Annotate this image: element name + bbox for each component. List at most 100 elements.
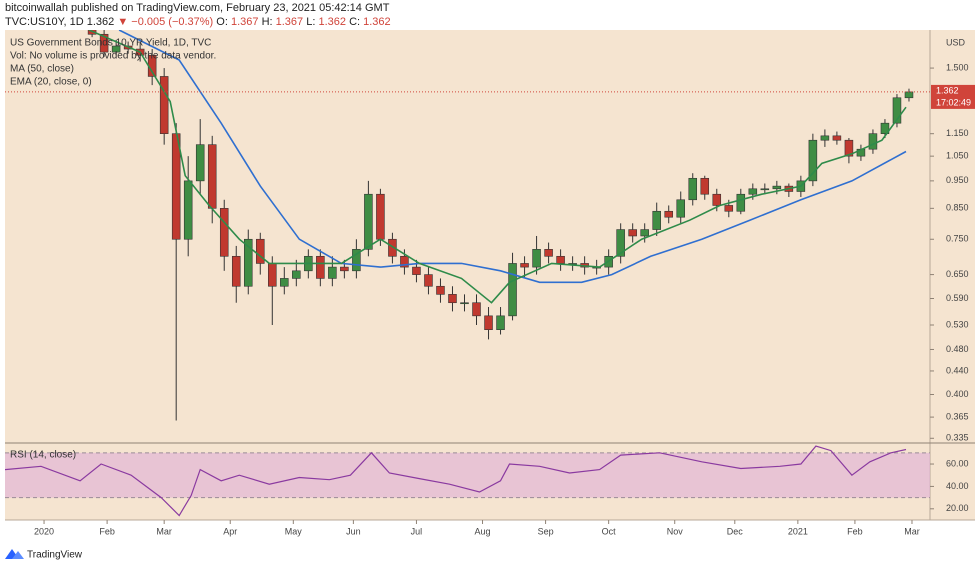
plot-background xyxy=(5,30,975,520)
candle-body xyxy=(772,185,782,190)
y-tick-label: 0.365 xyxy=(946,411,969,421)
y-tick-label: 0.750 xyxy=(946,234,969,244)
x-tick-label: Feb xyxy=(847,526,863,536)
x-tick-label: Mar xyxy=(156,526,172,536)
candle-body xyxy=(171,133,181,240)
candle-body xyxy=(724,205,734,212)
publisher-line: bitcoinwallah published on TradingView.c… xyxy=(5,2,390,14)
x-tick-label: Jun xyxy=(346,526,361,536)
legend-ma: MA (50, close) xyxy=(10,64,74,75)
candle-body xyxy=(111,45,121,53)
candle-body xyxy=(340,266,349,272)
candle-body xyxy=(808,139,818,182)
main-pane xyxy=(5,30,930,421)
candle-body xyxy=(364,193,373,250)
candle-body xyxy=(448,294,457,304)
chart-title: US Government Bonds 10 YR Yield, 1D, TVC xyxy=(10,38,211,49)
candle-body xyxy=(832,135,842,141)
ohlc-value: 1.362 xyxy=(318,16,346,28)
x-tick-label: Aug xyxy=(475,526,491,536)
candle-body xyxy=(243,238,253,287)
candle-body xyxy=(892,97,902,124)
volume-note: Vol: No volume is provided by the data v… xyxy=(10,51,216,62)
ohlc-label: H: xyxy=(262,16,273,28)
candle-body xyxy=(183,180,193,240)
brand-icon xyxy=(12,551,24,559)
y-tick-label: 0.950 xyxy=(946,175,969,185)
candle-body xyxy=(544,249,553,257)
x-tick-label: May xyxy=(285,526,303,536)
y-tick-label: 0.530 xyxy=(946,319,969,329)
y-tick-label: 60.00 xyxy=(946,458,969,468)
candle-body xyxy=(628,229,637,237)
candle-body xyxy=(700,177,710,195)
y-tick-label: 0.335 xyxy=(946,433,969,443)
x-tick-label: Oct xyxy=(602,526,617,536)
candle-body xyxy=(256,238,265,264)
candle-body xyxy=(616,229,625,257)
symbol-line: TVC:US10Y, 1D 1.362 ▼ −0.005 (−0.37%) O:… xyxy=(5,16,391,28)
rsi-line xyxy=(5,445,907,517)
candle-body xyxy=(424,274,433,287)
y-tick-label: 1.150 xyxy=(946,128,969,138)
candle-body xyxy=(316,255,325,279)
candle-body xyxy=(748,188,758,195)
candle-body xyxy=(736,193,746,212)
x-tick-label: Dec xyxy=(727,526,744,536)
candle-body xyxy=(844,139,854,157)
candle-body xyxy=(472,302,481,317)
candle-body xyxy=(652,210,661,230)
ohlc-label: C: xyxy=(349,16,360,28)
candle-body xyxy=(904,91,914,99)
last-price-label: 1.362 xyxy=(936,85,959,95)
candle-body xyxy=(664,210,673,218)
candle-body xyxy=(195,144,205,182)
ohlc-value: 1.367 xyxy=(276,16,304,28)
x-tick-label: Apr xyxy=(223,526,237,536)
brand-name: TradingView xyxy=(27,550,83,561)
candle-body xyxy=(676,199,685,218)
candle-body xyxy=(328,266,337,279)
ohlc-label: O: xyxy=(216,16,228,28)
candle-body xyxy=(520,263,529,268)
candle-body xyxy=(231,255,241,287)
y-tick-label: 0.400 xyxy=(946,389,969,399)
y-tick-label: 40.00 xyxy=(946,481,969,491)
ohlc-value: 1.362 xyxy=(363,16,391,28)
brand: TradingView xyxy=(5,549,83,561)
x-tick-label: Sep xyxy=(538,526,554,536)
candle-body xyxy=(292,270,301,279)
symbol: TVC:US10Y, 1D xyxy=(5,16,84,28)
candle-body xyxy=(508,263,517,317)
y-tick-label: 0.480 xyxy=(946,344,969,354)
rsi-title: RSI (14, close) xyxy=(10,450,76,461)
candle-body xyxy=(688,177,698,201)
x-tick-label: 2021 xyxy=(788,526,808,536)
y-tick-label: 0.440 xyxy=(946,365,969,375)
last-value: 1.362 xyxy=(87,16,115,28)
y-tick-label: 0.850 xyxy=(946,203,969,213)
y-tick-label: 0.650 xyxy=(946,269,969,279)
candle-body xyxy=(207,144,217,209)
rsi-band xyxy=(5,452,930,498)
candle-body xyxy=(436,285,445,295)
candle-body xyxy=(712,193,722,206)
x-tick-label: Nov xyxy=(667,526,684,536)
rsi-pane xyxy=(5,445,930,517)
x-tick-label: Jul xyxy=(411,526,423,536)
y-tick-label: 1.500 xyxy=(946,62,969,72)
candle-body xyxy=(868,133,878,150)
candle-body xyxy=(760,188,770,191)
candle-body xyxy=(352,249,361,272)
y-tick-label: 20.00 xyxy=(946,503,969,513)
unit-label: USD xyxy=(946,37,966,47)
candle-body xyxy=(496,315,505,330)
ohlc-label: L: xyxy=(306,16,315,28)
candle-body xyxy=(159,76,169,134)
x-tick-label: Mar xyxy=(904,526,920,536)
candle-body xyxy=(820,135,830,141)
candle-body xyxy=(556,255,565,264)
candle-body xyxy=(376,193,385,240)
legend-ema: EMA (20, close, 0) xyxy=(10,77,92,88)
